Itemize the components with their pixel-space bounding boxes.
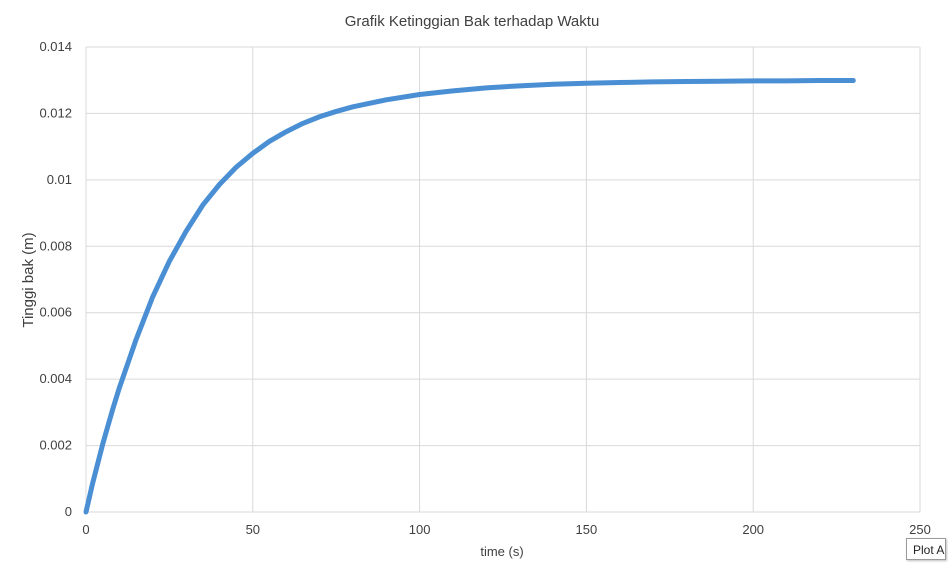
y-tick-label: 0.012 — [39, 105, 72, 120]
y-tick-label: 0.014 — [39, 39, 72, 54]
y-axis-title: Tinggi bak (m) — [20, 232, 37, 327]
x-axis-ticks: 0 50 100 150 200 250 — [82, 522, 930, 537]
x-tick-label: 100 — [409, 522, 431, 537]
x-tick-label: 200 — [742, 522, 764, 537]
y-tick-label: 0.006 — [39, 305, 72, 320]
x-tick-label: 250 — [909, 522, 931, 537]
y-tick-label: 0.01 — [47, 172, 72, 187]
y-tick-label: 0.002 — [39, 438, 72, 453]
x-tick-label: 0 — [82, 522, 89, 537]
chart-title: Grafik Ketinggian Bak terhadap Waktu — [345, 13, 600, 30]
y-tick-label: 0 — [65, 504, 72, 519]
x-tick-label: 50 — [246, 522, 260, 537]
plot-area-tooltip: Plot Area — [906, 538, 946, 560]
gridlines — [85, 46, 921, 513]
plot-area[interactable] — [86, 47, 920, 512]
x-tick-label: 150 — [576, 522, 598, 537]
y-tick-label: 0.008 — [39, 238, 72, 253]
series-layer — [83, 78, 856, 515]
series-line[interactable] — [83, 78, 856, 515]
x-axis-title: time (s) — [480, 544, 523, 559]
y-axis-ticks: 0 0.002 0.004 0.006 0.008 0.01 0.012 0.014 — [39, 39, 72, 519]
y-tick-label: 0.004 — [39, 371, 72, 386]
